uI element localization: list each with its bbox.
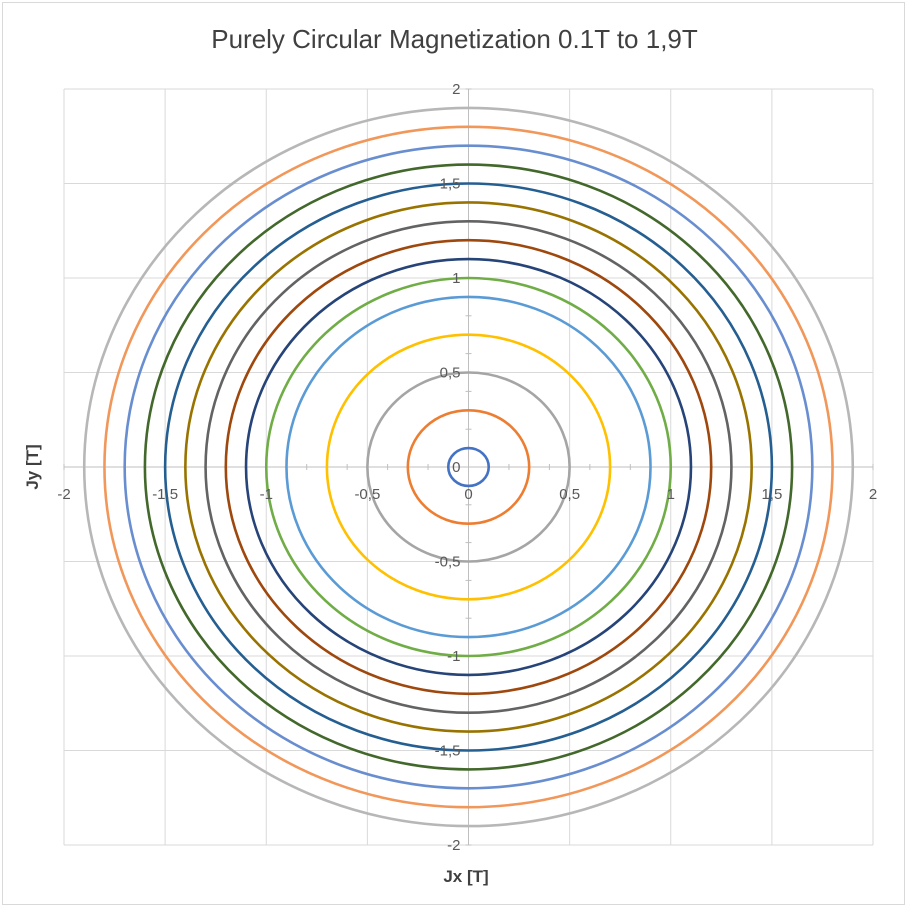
circle-series (366, 371, 571, 563)
y-tick-label: 2 (452, 81, 460, 98)
chart-title: Purely Circular Magnetization 0.1T to 1,… (211, 24, 698, 54)
x-tick-label: -2 (57, 486, 70, 503)
circle-series (224, 238, 713, 696)
y-tick-label: 0,5 (440, 365, 461, 382)
circle-series (446, 446, 491, 488)
y-tick-label: -1,5 (435, 743, 461, 760)
tick-labels: -2 -2 -1,5 -1,5 -1 -1 -0,5 -0,5 00 0,5 0,5 1 1 1,5 1,5… (57, 81, 877, 854)
x-tick-label: 0,5 (559, 486, 580, 503)
magnetization-circles (82, 106, 855, 828)
circle-series (204, 220, 733, 714)
x-tick-label: 1 (667, 486, 675, 503)
circle-series (82, 106, 855, 828)
y-axis-title: Jy [T] (23, 444, 42, 489)
y-tick-label: -2 (447, 837, 460, 854)
x-axis-title: Jx [T] (443, 867, 488, 886)
circle-series (285, 295, 652, 639)
y-tick-label: -1 (447, 648, 460, 665)
circle-series (406, 408, 531, 525)
circle-series (325, 333, 612, 601)
y-tick-label: 0 (452, 459, 460, 476)
x-tick-label: -0,5 (354, 486, 380, 503)
circle-series (184, 201, 753, 733)
circle-series (123, 144, 814, 790)
circle-series (163, 182, 774, 752)
circle-series (103, 125, 834, 809)
x-tick-label: -1 (260, 486, 273, 503)
circle-series (244, 257, 693, 677)
circle-series (264, 276, 673, 658)
y-tick-label: 1,5 (440, 176, 461, 193)
y-tick-label: 1 (452, 270, 460, 287)
y-tick-label: -0,5 (435, 554, 461, 571)
x-tick-label: -1,5 (152, 486, 178, 503)
x-tick-label: 2 (869, 486, 877, 503)
x-tick-label: 0 (464, 486, 472, 503)
circle-series (143, 163, 794, 771)
x-tick-label: 1,5 (761, 486, 782, 503)
